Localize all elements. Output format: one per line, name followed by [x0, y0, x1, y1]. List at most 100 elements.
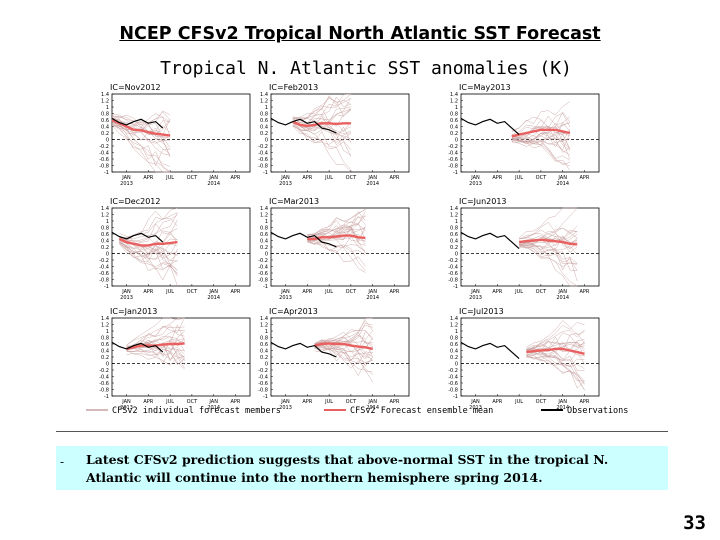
member-line: [526, 320, 585, 348]
x-tick-label: APR: [492, 399, 502, 405]
member-line: [511, 111, 571, 136]
y-tick-label: -0.6: [258, 381, 268, 387]
y-tick-label: 0.2: [101, 245, 109, 251]
y-tick-label: -0.2: [258, 144, 268, 150]
member-line: [307, 227, 366, 239]
y-tick-label: 0.4: [450, 239, 458, 245]
x-tick-label: JAN: [280, 289, 290, 295]
y-tick-label: 0.4: [101, 349, 109, 355]
x-tick-label: JUL: [514, 289, 523, 295]
y-tick-label: 1: [106, 329, 109, 335]
y-tick-label: -0.6: [448, 157, 458, 163]
observations-line: [111, 117, 164, 129]
member-line: [314, 345, 373, 375]
panel-2: IC=Feb20131.41.210.80.60.40.20-0.2-0.4-0…: [258, 83, 410, 187]
y-tick-label: 1.2: [260, 323, 268, 329]
y-tick-label: 0.8: [450, 226, 458, 232]
y-tick-label: 1.4: [450, 316, 458, 322]
member-line: [314, 343, 373, 373]
y-tick-label: 0.8: [101, 112, 109, 118]
figure: Tropical N. Atlantic SST anomalies (K) IC…: [86, 52, 646, 424]
member-line: [307, 220, 366, 235]
member-line: [307, 240, 366, 256]
x-tick-label: APR: [231, 175, 241, 181]
member-line: [519, 245, 578, 282]
x-tick-label: OCT: [346, 399, 357, 405]
x-tick-label: JUL: [514, 399, 523, 405]
member-line: [519, 231, 578, 250]
x-tick-label: JAN: [367, 399, 377, 405]
member-line: [126, 317, 185, 346]
member-line: [307, 235, 366, 252]
y-tick-label: 0: [265, 252, 268, 258]
member-line: [526, 351, 585, 367]
member-line: [307, 225, 366, 243]
x-tick-label: 2014: [366, 181, 379, 187]
y-tick-label: 0.8: [450, 112, 458, 118]
member-line: [292, 122, 352, 145]
member-line: [119, 207, 178, 238]
member-line: [119, 242, 178, 262]
y-tick-label: 1.2: [101, 323, 109, 329]
panel-1: IC=Nov20121.41.210.80.60.40.20-0.2-0.4-0…: [99, 83, 251, 187]
x-tick-label: JAN: [121, 175, 131, 181]
y-tick-label: -0.6: [448, 271, 458, 277]
ensemble-mean-line: [111, 118, 171, 137]
legend-label: CFSv2 individual forecast members: [112, 406, 281, 416]
y-tick-label: -0.8: [448, 278, 458, 284]
bullet: -: [60, 455, 65, 469]
member-line: [126, 350, 185, 366]
observations-line: [270, 231, 337, 248]
y-tick-label: -0.8: [99, 388, 109, 394]
panel-frame: [111, 207, 251, 287]
x-tick-label: OCT: [187, 175, 198, 181]
x-tick-label: APR: [231, 289, 241, 295]
y-tick-label: 0.8: [450, 336, 458, 342]
member-line: [519, 237, 578, 253]
y-tick-label: 0.6: [101, 232, 109, 238]
member-line: [126, 342, 185, 352]
y-tick-label: -1: [263, 284, 268, 290]
y-tick-label: 1.2: [260, 213, 268, 219]
y-tick-label: -0.8: [99, 164, 109, 170]
x-tick-label: JUL: [324, 175, 333, 181]
y-tick-label: 0.2: [101, 131, 109, 137]
member-line: [119, 241, 178, 277]
x-tick-label: 2013: [279, 181, 292, 187]
member-line: [519, 245, 578, 264]
y-tick-label: -0.4: [99, 375, 109, 381]
member-line: [518, 229, 578, 245]
page-number: 33: [683, 512, 706, 534]
figure-title: Tropical N. Atlantic SST anomalies (K): [160, 58, 572, 79]
member-line: [119, 236, 178, 254]
panel-ic-label: IC=May2013: [459, 83, 511, 92]
x-tick-label: 2013: [469, 181, 482, 187]
x-tick-label: JUL: [165, 289, 174, 295]
member-line: [307, 226, 366, 242]
x-tick-label: 2013: [469, 405, 482, 411]
panel-3: IC=May20131.41.210.80.60.40.20-0.2-0.4-0…: [448, 83, 600, 187]
member-line: [511, 141, 571, 161]
member-line: [119, 212, 178, 240]
observations-line: [111, 231, 164, 243]
y-tick-label: -0.4: [448, 375, 458, 381]
y-tick-label: -0.6: [99, 271, 109, 277]
y-tick-label: -0.4: [99, 151, 109, 157]
x-tick-label: JAN: [208, 289, 218, 295]
member-line: [119, 242, 178, 262]
y-tick-label: 1.4: [101, 206, 109, 212]
y-tick-label: -0.2: [99, 368, 109, 374]
y-tick-label: 0: [265, 362, 268, 368]
member-line: [526, 355, 585, 382]
y-tick-label: 0.8: [260, 226, 268, 232]
x-tick-label: APR: [143, 289, 153, 295]
member-line: [111, 125, 171, 167]
member-line: [126, 343, 185, 358]
member-line: [111, 120, 171, 156]
member-line: [126, 348, 185, 369]
member-line: [126, 339, 185, 350]
member-line: [511, 112, 571, 133]
x-tick-label: JAN: [121, 289, 131, 295]
y-tick-label: 0.8: [101, 226, 109, 232]
y-tick-label: -1: [104, 170, 109, 176]
